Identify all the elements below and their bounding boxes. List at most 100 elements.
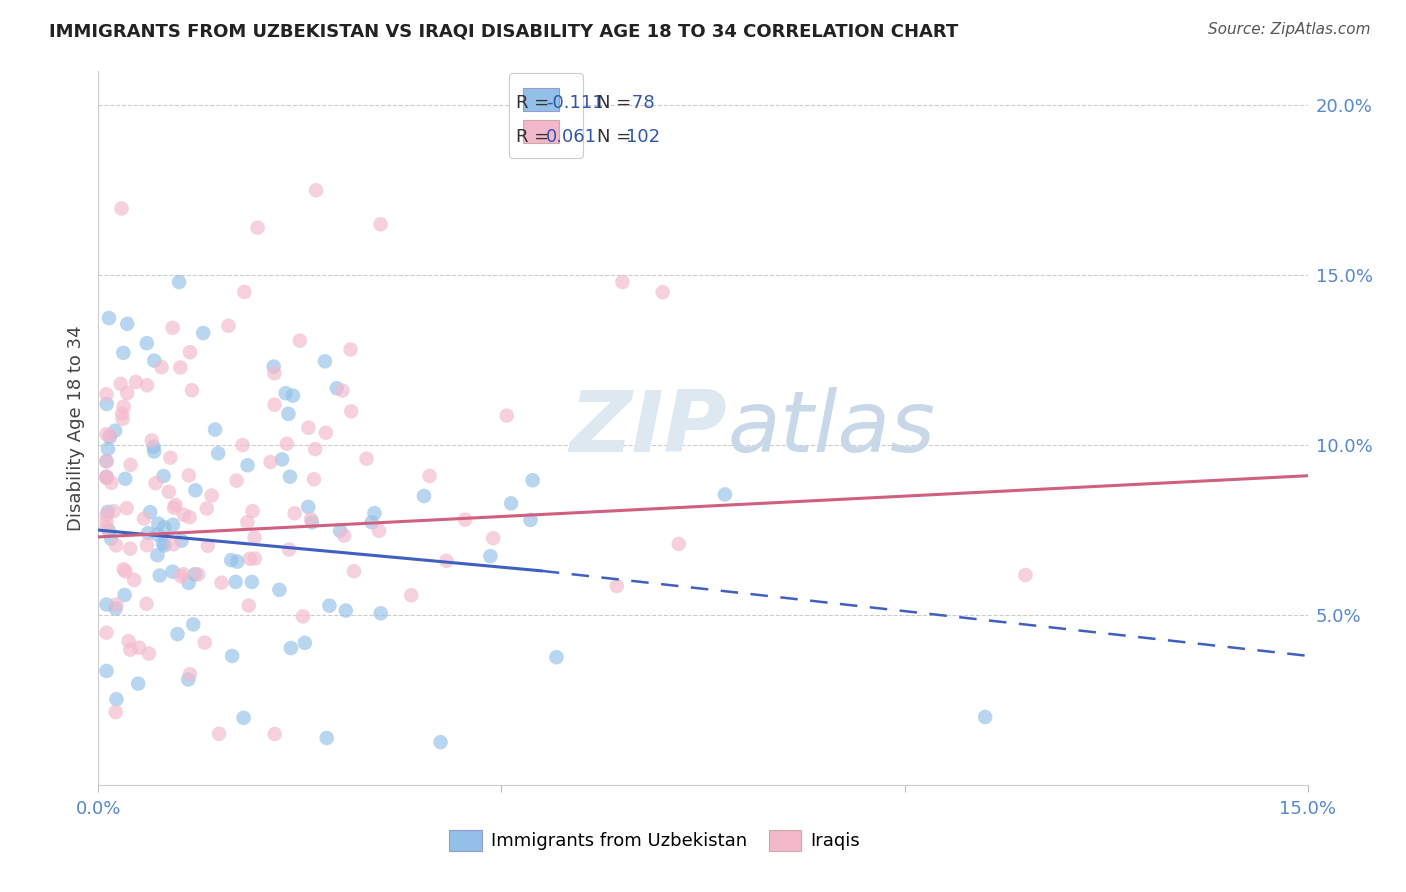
Point [232,438,254,452]
Point [243,551,266,566]
Point [356,451,378,466]
Point [332,384,354,398]
Point [166,627,188,641]
Legend: Immigrants from Uzbekistan, Iraqis: Immigrants from Uzbekistan, Iraqis [441,822,868,858]
Point [104,601,127,615]
Text: ZIP: ZIP [569,386,727,470]
Point [112,562,135,576]
Point [159,450,181,465]
Point [333,529,356,543]
Point [360,516,382,530]
Point [221,648,243,663]
Point [668,537,690,551]
Point [165,498,187,512]
Point [242,504,264,518]
Point [120,458,142,472]
Point [152,536,174,550]
Point [263,398,285,412]
Point [96,508,118,522]
Point [179,510,201,524]
Point [238,599,260,613]
Point [301,516,323,530]
Text: Source: ZipAtlas.com: Source: ZipAtlas.com [1208,22,1371,37]
Point [314,354,336,368]
Point [546,650,568,665]
Point [143,444,166,458]
Point [193,326,215,340]
Point [96,598,118,612]
Point [177,575,200,590]
Point [343,564,366,578]
Y-axis label: Disability Age 18 to 34: Disability Age 18 to 34 [66,326,84,531]
Text: R =: R = [516,128,554,146]
Point [98,430,121,444]
Text: R =: R = [516,95,554,112]
Point [363,506,385,520]
Point [208,727,231,741]
Point [177,468,200,483]
Point [195,501,218,516]
Text: -0.111: -0.111 [546,95,603,112]
Point [326,381,349,395]
Point [225,574,247,589]
Point [117,317,139,331]
Point [149,568,172,582]
Point [269,582,291,597]
Point [153,538,176,552]
Point [146,527,169,541]
Point [162,517,184,532]
Point [100,532,122,546]
Point [278,542,301,557]
Point [100,475,122,490]
Point [179,667,201,681]
Point [181,617,204,632]
Point [96,427,118,442]
Text: N =: N = [596,128,637,146]
Point [297,420,319,434]
Point [96,397,118,411]
Point [454,513,477,527]
Point [96,471,118,485]
Point [117,634,139,648]
Point [263,359,285,374]
Point [128,640,150,655]
Point [271,452,294,467]
Point [170,569,193,583]
Point [143,353,166,368]
Point [96,387,118,401]
Point [207,446,229,460]
Point [152,469,174,483]
Point [146,548,169,562]
Point [482,531,505,545]
Point [305,183,328,197]
Point [219,553,242,567]
Point [522,473,544,487]
Point [315,425,337,440]
Point [284,506,307,520]
Point [288,334,311,348]
Point [194,635,217,649]
Point [479,549,502,564]
Point [294,636,316,650]
Point [132,511,155,525]
Point [142,440,165,454]
Point [114,588,136,602]
Point [236,458,259,473]
Point [162,537,184,551]
Point [112,346,135,360]
Point [114,564,136,578]
Point [138,647,160,661]
Point [97,505,120,519]
Point [974,710,997,724]
Point [122,573,145,587]
Point [419,468,441,483]
Point [111,412,134,426]
Text: N =: N = [596,95,637,112]
Point [135,597,157,611]
Point [148,516,170,531]
Point [232,711,254,725]
Text: 0.061: 0.061 [546,128,596,146]
Point [184,567,207,582]
Point [172,567,194,582]
Point [225,474,247,488]
